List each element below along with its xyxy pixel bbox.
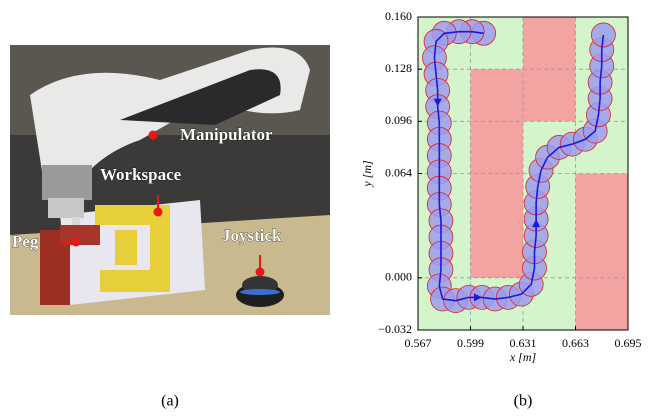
y-tick-label: 0.064 — [385, 165, 412, 179]
x-tick-label: 0.663 — [562, 336, 589, 350]
photo-label: Joystick — [222, 226, 282, 245]
y-tick-label: 0.000 — [385, 270, 412, 284]
x-tick-label: 0.599 — [457, 336, 484, 350]
photo-label: Workspace — [100, 165, 182, 184]
y-axis-label: y [m] — [360, 160, 374, 188]
x-tick-label: 0.695 — [615, 336, 642, 350]
x-axis-label: x [m] — [509, 350, 537, 364]
plot: 0.567 0.599 0.631 0.663 0.695 0.160 0.128 0.096… — [360, 9, 642, 364]
caption: (a) — [161, 393, 179, 410]
y-tick-label: −0.032 — [378, 322, 412, 336]
photo: Manipulator Workspace Peg Joystick — [10, 45, 330, 315]
obstacle — [576, 174, 629, 331]
figure: Manipulator Workspace Peg Joystick (a) (… — [0, 0, 664, 420]
y-tick-label: 0.160 — [385, 9, 412, 23]
caption: (b) — [514, 393, 533, 410]
y-tick-label: 0.096 — [385, 113, 412, 127]
photo-label: Peg — [12, 232, 39, 251]
photo-label: Manipulator — [180, 125, 273, 144]
x-tick-label: 0.567 — [405, 336, 432, 350]
y-tick-label: 0.128 — [385, 61, 412, 75]
x-tick-label: 0.631 — [510, 336, 537, 350]
